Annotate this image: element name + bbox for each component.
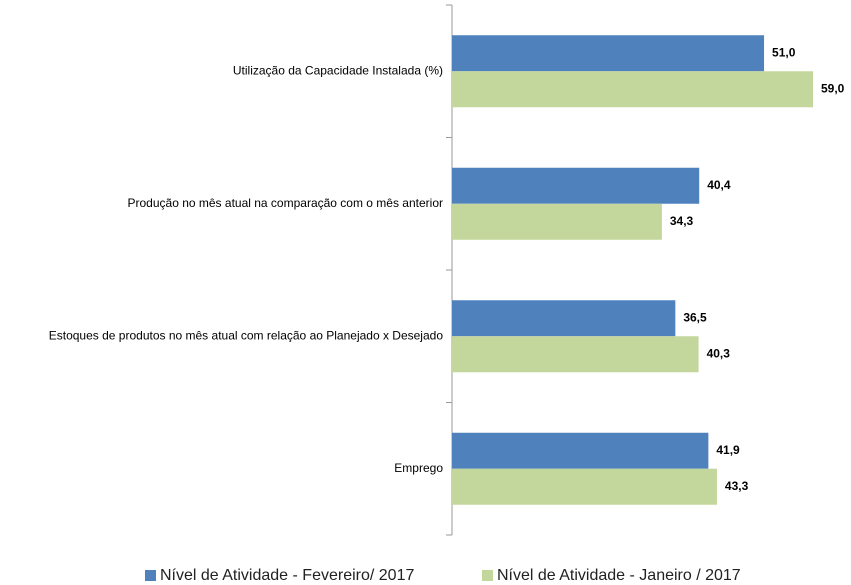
data-label: 40,3 — [707, 346, 731, 360]
data-label: 36,5 — [683, 310, 707, 324]
category-label: Emprego — [394, 461, 443, 475]
legend-swatch — [482, 570, 493, 581]
data-label: 43,3 — [725, 479, 749, 493]
bar — [452, 432, 709, 469]
bar — [452, 203, 662, 240]
data-label: 41,9 — [716, 443, 740, 457]
category-label: Utilização da Capacidade Instalada (%) — [233, 63, 443, 77]
category-label: Estoques de produtos no mês atual com re… — [49, 328, 444, 342]
legend-swatch — [145, 570, 156, 581]
legend-label: Nível de Atividade - Fevereiro/ 2017 — [160, 567, 414, 584]
bar — [452, 300, 676, 337]
data-label: 34,3 — [670, 214, 694, 228]
bar — [452, 336, 699, 373]
bar — [452, 167, 700, 204]
legend-label: Nível de Atividade - Janeiro / 2017 — [497, 567, 741, 584]
category-label: Produção no mês atual na comparação com … — [128, 196, 444, 210]
bar — [452, 35, 765, 72]
data-label: 59,0 — [821, 81, 845, 95]
data-label: 51,0 — [772, 45, 796, 59]
bar — [452, 71, 813, 108]
data-label: 40,4 — [707, 178, 731, 192]
bar — [452, 468, 717, 505]
